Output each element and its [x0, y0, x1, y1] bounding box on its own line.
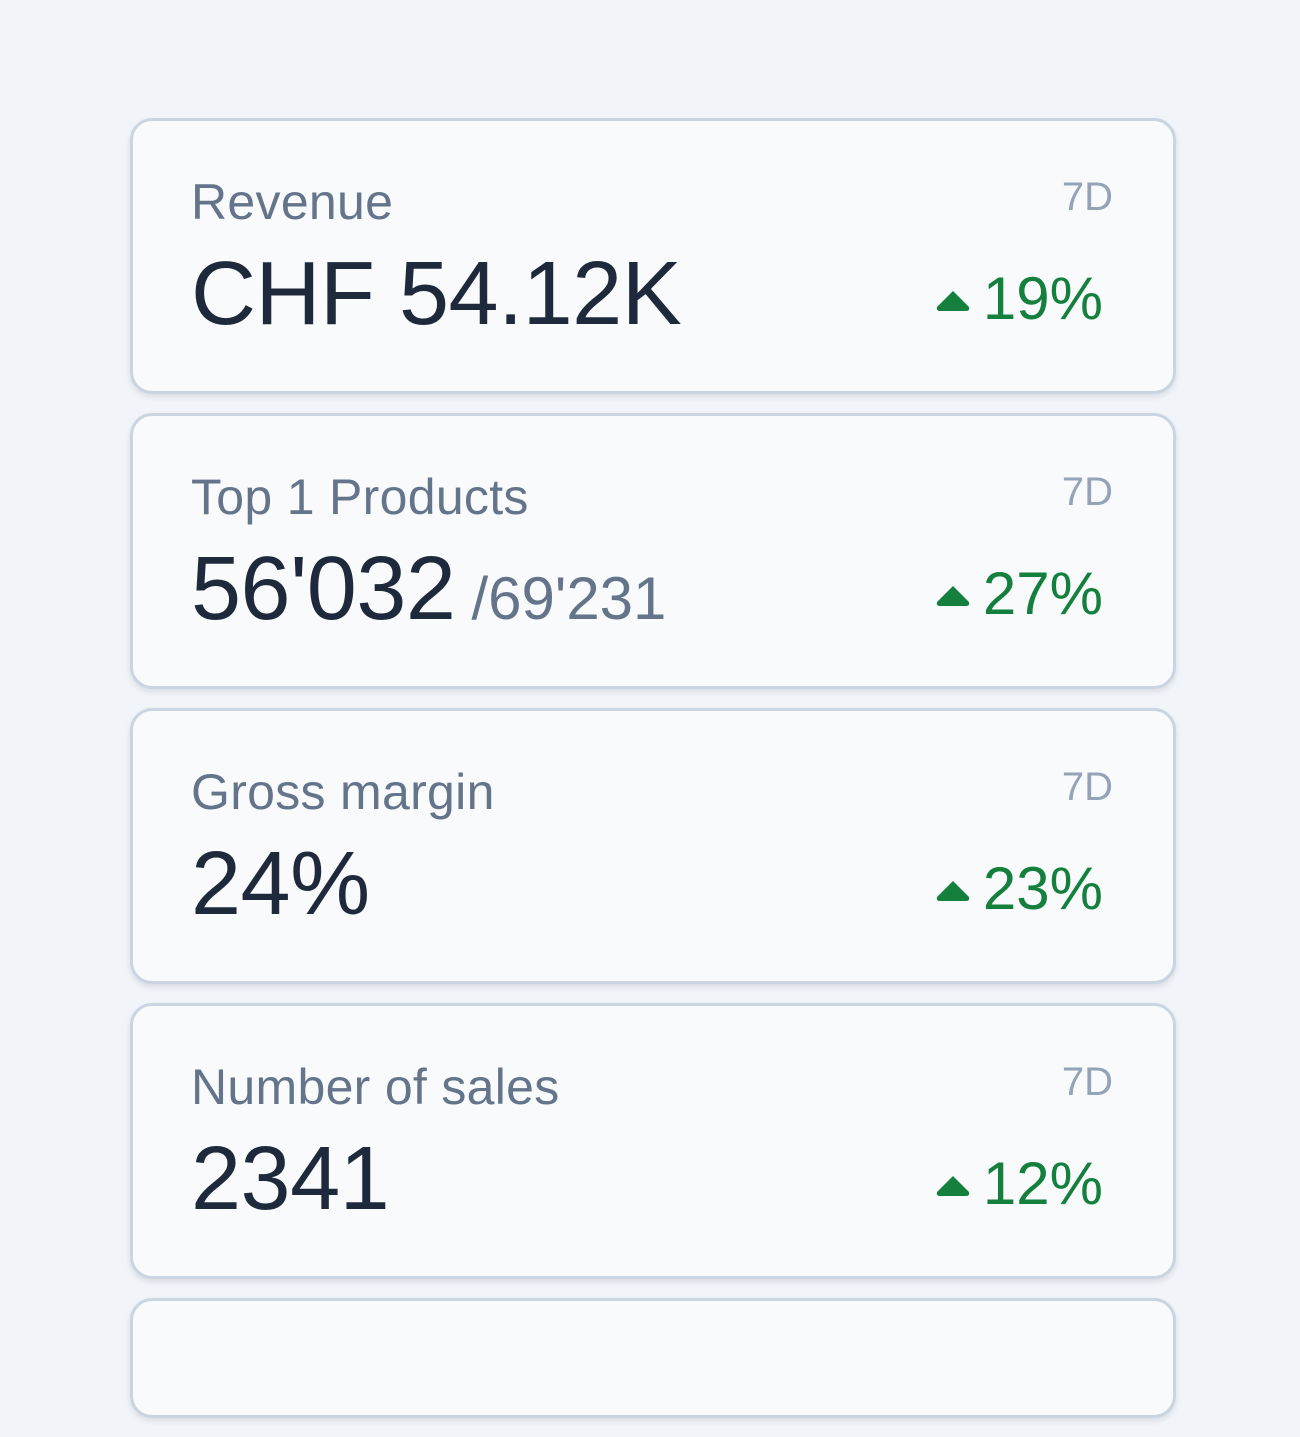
kpi-change: 23% [935, 859, 1103, 919]
kpi-value: 24% [191, 834, 370, 934]
trend-up-icon [936, 586, 970, 606]
kpi-change: 19% [935, 269, 1103, 329]
kpi-label: Revenue [191, 174, 394, 230]
kpi-period: 7D [1061, 175, 1113, 219]
kpi-value-row: CHF 54.12K [191, 244, 682, 344]
kpi-card-gross-margin[interactable]: Gross margin 7D 24% 23% [130, 708, 1176, 984]
kpi-value: 2341 [191, 1129, 390, 1229]
kpi-value-row: 24% [191, 839, 370, 929]
kpi-card-revenue[interactable]: Revenue 7D CHF 54.12K 19% [130, 118, 1176, 394]
kpi-period: 7D [1061, 470, 1113, 514]
kpi-period: 7D [1061, 1060, 1113, 1104]
kpi-label: Gross margin [191, 764, 495, 820]
kpi-change-value: 27% [982, 560, 1103, 627]
kpi-change-value: 23% [982, 855, 1103, 922]
kpi-value: 56'032 [191, 539, 456, 639]
kpi-change: 12% [935, 1154, 1103, 1214]
kpi-label: Top 1 Products [191, 469, 529, 525]
kpi-value: CHF 54.12K [191, 244, 682, 344]
kpi-card-list: Revenue 7D CHF 54.12K 19% Top 1 Products… [130, 118, 1176, 1437]
kpi-change: 27% [935, 564, 1103, 624]
kpi-card-top-products[interactable]: Top 1 Products 7D 56'032 /69'231 27% [130, 413, 1176, 689]
trend-up-icon [936, 881, 970, 901]
kpi-card-number-of-sales[interactable]: Number of sales 7D 2341 12% [130, 1003, 1176, 1279]
kpi-change-value: 12% [982, 1150, 1103, 1217]
trend-up-icon [936, 1176, 970, 1196]
kpi-card-partial[interactable] [130, 1298, 1176, 1418]
kpi-value-row: 2341 [191, 1129, 390, 1229]
kpi-period: 7D [1061, 765, 1113, 809]
kpi-subvalue: /69'231 [471, 565, 667, 632]
kpi-change-value: 19% [982, 265, 1103, 332]
kpi-label: Number of sales [191, 1059, 560, 1115]
kpi-value-row: 56'032 /69'231 [191, 544, 666, 634]
trend-up-icon [936, 291, 970, 311]
